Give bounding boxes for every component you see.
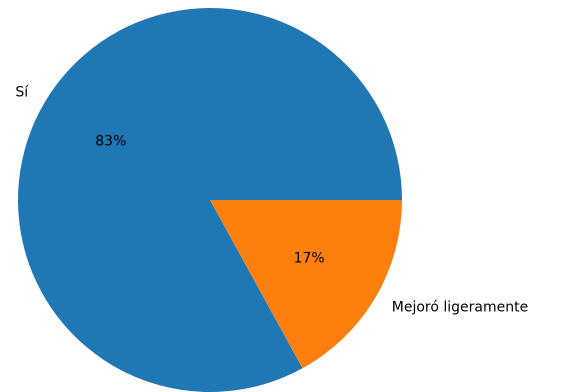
pct-label-mejoro-ligeramente: 17% bbox=[294, 251, 325, 267]
pie-labels: 83% Sí 17% Mejoró ligeramente bbox=[15, 84, 528, 315]
slice-label-mejoro-ligeramente: Mejoró ligeramente bbox=[392, 300, 528, 316]
pct-label-si: 83% bbox=[95, 133, 126, 149]
pie-slice-mejoro-ligeramente bbox=[210, 200, 402, 369]
slice-label-si: Sí bbox=[15, 84, 29, 100]
pie-slices bbox=[18, 8, 403, 392]
